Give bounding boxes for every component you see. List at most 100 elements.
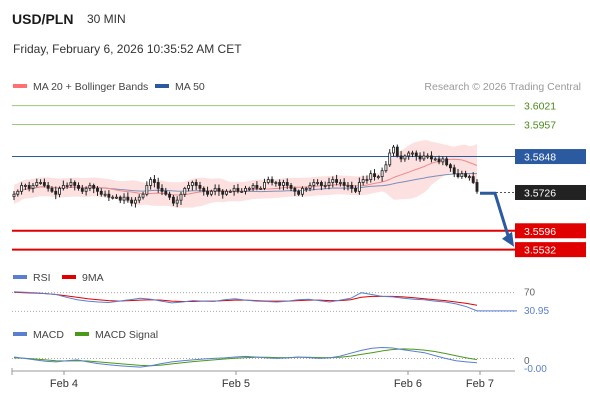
candle — [213, 184, 217, 196]
candle — [175, 196, 179, 208]
projection-arrow — [480, 191, 511, 240]
candle — [471, 172, 475, 185]
candle — [365, 175, 369, 184]
candle — [380, 167, 384, 182]
candle — [217, 184, 221, 196]
candle — [263, 178, 266, 191]
candle — [42, 178, 46, 188]
x-tick-label: Feb 6 — [394, 378, 422, 390]
candle — [270, 176, 274, 186]
candle — [137, 194, 141, 204]
x-tick-label: Feb 4 — [50, 378, 78, 390]
macd-signal-legend-label: MACD Signal — [95, 329, 158, 341]
candle — [39, 179, 42, 185]
macd-line — [13, 346, 478, 368]
candle — [149, 177, 153, 190]
rsi-ma-legend-swatch — [62, 275, 76, 279]
candle — [160, 184, 164, 196]
candle — [225, 189, 228, 196]
candle — [259, 186, 263, 190]
level-label-bg — [515, 149, 586, 165]
candle — [190, 180, 194, 191]
rsi-legend-swatch — [13, 275, 27, 279]
price-levels — [12, 105, 515, 251]
candle — [350, 181, 354, 193]
macd-legend-label: MACD — [33, 329, 64, 341]
rsi-ma-legend-label: 9MA — [82, 272, 104, 284]
candle — [23, 183, 27, 190]
macd-signal-line — [13, 348, 478, 367]
candle — [456, 168, 460, 179]
candle — [460, 170, 464, 179]
x-tick-label: Feb 7 — [466, 378, 494, 390]
candle — [335, 174, 339, 186]
candle — [73, 180, 77, 191]
symbol-title: USD/PLN — [12, 11, 73, 27]
level-label-bg — [515, 223, 586, 239]
level-label-bg — [515, 184, 586, 200]
rsi-legend-label: RSI — [33, 272, 51, 284]
candle — [441, 156, 445, 166]
x-tick-label: Feb 5 — [222, 378, 250, 390]
candle — [300, 186, 304, 197]
price-level-labels: 3.6021 3.5957 3.5848 3.5726 3.5596 3.5532 — [515, 101, 586, 258]
candle — [50, 186, 54, 193]
candle — [198, 181, 202, 192]
candle — [338, 179, 342, 187]
candle — [240, 188, 244, 193]
candle — [278, 179, 282, 190]
candle — [54, 186, 58, 200]
candle — [65, 182, 69, 189]
candle — [331, 176, 335, 188]
level-label-target: 3.5532 — [524, 245, 556, 257]
macd-legend-swatch — [13, 332, 27, 336]
candle — [392, 144, 395, 157]
candle — [92, 183, 96, 194]
candle — [414, 150, 418, 161]
rsi-level-70-label: 70 — [524, 288, 536, 299]
candle — [168, 191, 172, 200]
candle — [266, 176, 270, 185]
ma50-legend-label: MA 50 — [175, 81, 205, 93]
candle — [448, 163, 452, 172]
candle — [84, 186, 88, 196]
candle — [407, 150, 411, 160]
candle — [107, 190, 111, 201]
candle — [88, 182, 92, 192]
ma20-legend-label: MA 20 + Bollinger Bands — [33, 81, 148, 93]
candle — [228, 189, 232, 193]
candle — [316, 179, 320, 186]
candle — [12, 191, 16, 201]
candles — [12, 144, 479, 208]
candle — [247, 186, 251, 192]
candle — [282, 179, 285, 191]
candle — [134, 197, 137, 208]
timeframe-label: 30 MIN — [87, 12, 126, 26]
credit-label: Research © 2026 Trading Central — [424, 81, 581, 93]
candle — [323, 181, 327, 189]
candle — [452, 164, 456, 178]
candle — [46, 181, 50, 192]
candle — [433, 157, 437, 161]
candle — [255, 181, 259, 191]
candle — [35, 178, 39, 188]
candle — [373, 169, 376, 181]
price-pane: 3.6021 3.5957 3.5848 3.5726 3.5596 3.5532 — [12, 101, 586, 258]
candle — [80, 184, 84, 194]
candle — [96, 186, 99, 196]
candle — [274, 180, 278, 187]
candle — [342, 178, 346, 191]
candle — [103, 190, 107, 198]
candle — [244, 185, 247, 195]
candle — [58, 186, 61, 198]
candle — [183, 186, 187, 197]
candle — [141, 191, 145, 200]
candle — [179, 191, 183, 205]
candle — [285, 178, 289, 190]
macd-zero-label: 0 — [524, 356, 530, 367]
candle — [357, 177, 361, 195]
projection-arrow-head — [502, 231, 514, 247]
candle — [312, 179, 316, 191]
candle — [236, 183, 240, 194]
candle — [395, 144, 399, 158]
